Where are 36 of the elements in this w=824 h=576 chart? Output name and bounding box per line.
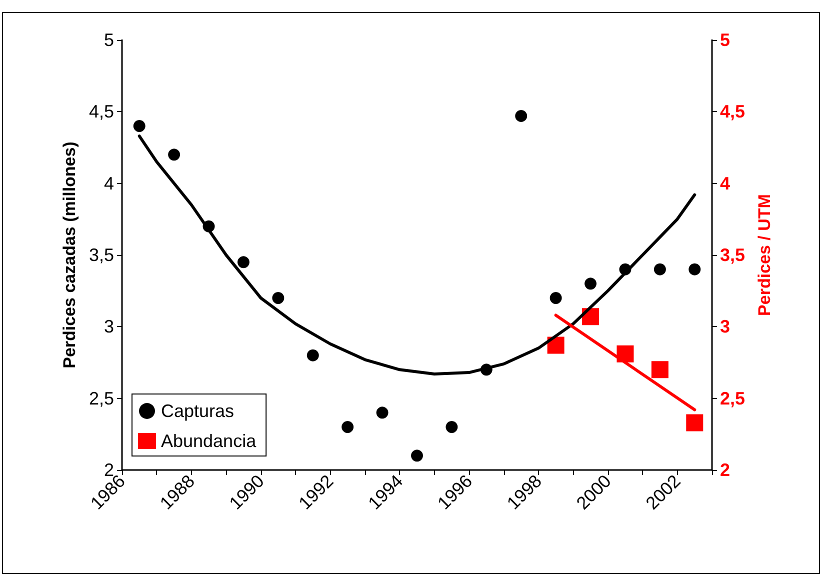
y2-axis-title: Perdices / UTM [754, 194, 774, 316]
y-tick-label: 4,5 [88, 102, 114, 122]
y-tick-label: 2 [104, 460, 114, 480]
y-tick-label: 2,5 [88, 388, 114, 408]
y2-tick-label: 4 [720, 173, 730, 194]
point [446, 421, 458, 433]
point [550, 292, 562, 304]
point [272, 292, 284, 304]
y-tick-label: 3 [104, 316, 114, 337]
point [342, 421, 354, 433]
y2-tick-label: 2 [720, 460, 730, 480]
point [168, 148, 180, 161]
y-tick-label: 3,5 [88, 245, 114, 265]
point [686, 414, 704, 432]
legend-label: Capturas [161, 401, 234, 421]
point [584, 278, 597, 290]
y2-tick-label: 3,5 [720, 245, 746, 265]
y-axis-title: Perdices cazadas (millones) [60, 142, 80, 368]
y2-tick-label: 3 [720, 316, 730, 337]
point [133, 120, 146, 132]
y2-tick-label: 2,5 [720, 388, 746, 408]
point [654, 263, 666, 276]
point [237, 256, 250, 268]
point [688, 263, 701, 276]
y-tick-label: 4 [104, 173, 114, 194]
point [376, 406, 388, 419]
point [651, 361, 668, 378]
point [547, 336, 564, 354]
point [306, 349, 319, 362]
y2-tick-label: 4,5 [720, 102, 746, 122]
y2-tick-label: 5 [720, 30, 730, 50]
y-tick-label: 5 [104, 30, 114, 50]
legend-label: Abundancia [161, 431, 258, 451]
point [411, 450, 423, 462]
point [515, 110, 528, 122]
line-series [138, 134, 696, 376]
